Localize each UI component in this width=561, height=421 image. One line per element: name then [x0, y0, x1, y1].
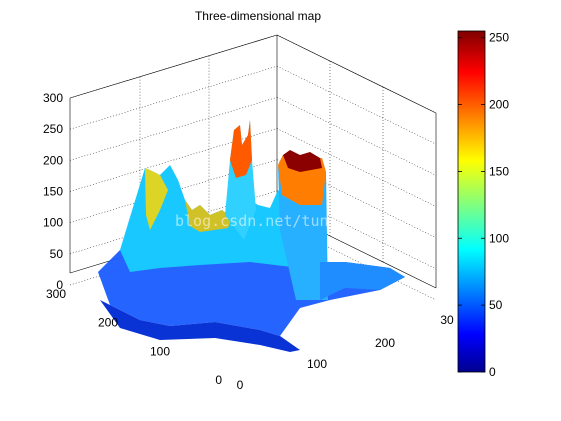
z-gridline — [69, 34, 278, 99]
colorbar-gradient — [457, 30, 486, 373]
surface-ridge-top — [230, 120, 252, 178]
z-gridline — [276, 221, 437, 301]
watermark: blog.csdn.net/tunrue456 — [175, 212, 383, 230]
x-tick-label: 30 — [440, 313, 454, 327]
z-gridline — [69, 97, 278, 161]
z-tick-label: 200 — [43, 153, 63, 167]
z-tick-label: 0 — [56, 278, 63, 292]
x-tick-label: 100 — [307, 357, 327, 371]
y-tick-label: 100 — [150, 344, 170, 358]
z-tick-label: 250 — [43, 122, 63, 136]
z-gridline — [276, 97, 437, 176]
z-tick-label: 50 — [50, 247, 64, 261]
colorbar: 0 50 100 150 200 250 — [457, 30, 509, 379]
z-gridline — [69, 65, 278, 130]
surface-left-highlights — [145, 168, 168, 230]
z-gridline — [276, 65, 437, 145]
z-tick-label: 150 — [43, 185, 63, 199]
surface-plot — [98, 120, 405, 352]
z-gridline — [69, 128, 278, 192]
z-tick-label: 300 — [43, 91, 63, 105]
z-gridline — [276, 159, 437, 238]
y-tick-label: 0 — [215, 373, 222, 387]
colorbar-tick-label: 150 — [489, 164, 509, 178]
surface-front-wall — [100, 300, 300, 352]
surface-mid-highlights — [185, 200, 232, 232]
z-tick-labels: 0 50 100 150 200 250 300 — [43, 91, 63, 292]
z-tick-label: 100 — [43, 216, 63, 230]
colorbar-tick-label: 50 — [489, 298, 503, 312]
z-gridline — [276, 128, 437, 207]
colorbar-tick-label: 250 — [489, 31, 509, 45]
colorbar-tick-label: 100 — [489, 231, 509, 245]
y-tick-label: 300 — [46, 287, 66, 301]
x-tick-label: 0 — [237, 378, 244, 392]
x-tick-label: 200 — [375, 336, 395, 350]
y-tick-labels: 0 100 200 300 — [46, 287, 222, 387]
chart-title: Three-dimensional map — [195, 9, 321, 23]
x-tick-labels: 0 100 200 30 — [237, 313, 454, 392]
surface-right-ridge — [320, 262, 405, 300]
colorbar-tick-label: 0 — [489, 365, 496, 379]
colorbar-tick-label: 200 — [489, 98, 509, 112]
z-gridline — [276, 34, 437, 114]
colorbar-tick-labels: 0 50 100 150 200 250 — [458, 31, 509, 379]
surface-tower-top — [283, 150, 322, 172]
z-gridline — [276, 190, 437, 270]
y-tick-label: 200 — [98, 316, 118, 330]
